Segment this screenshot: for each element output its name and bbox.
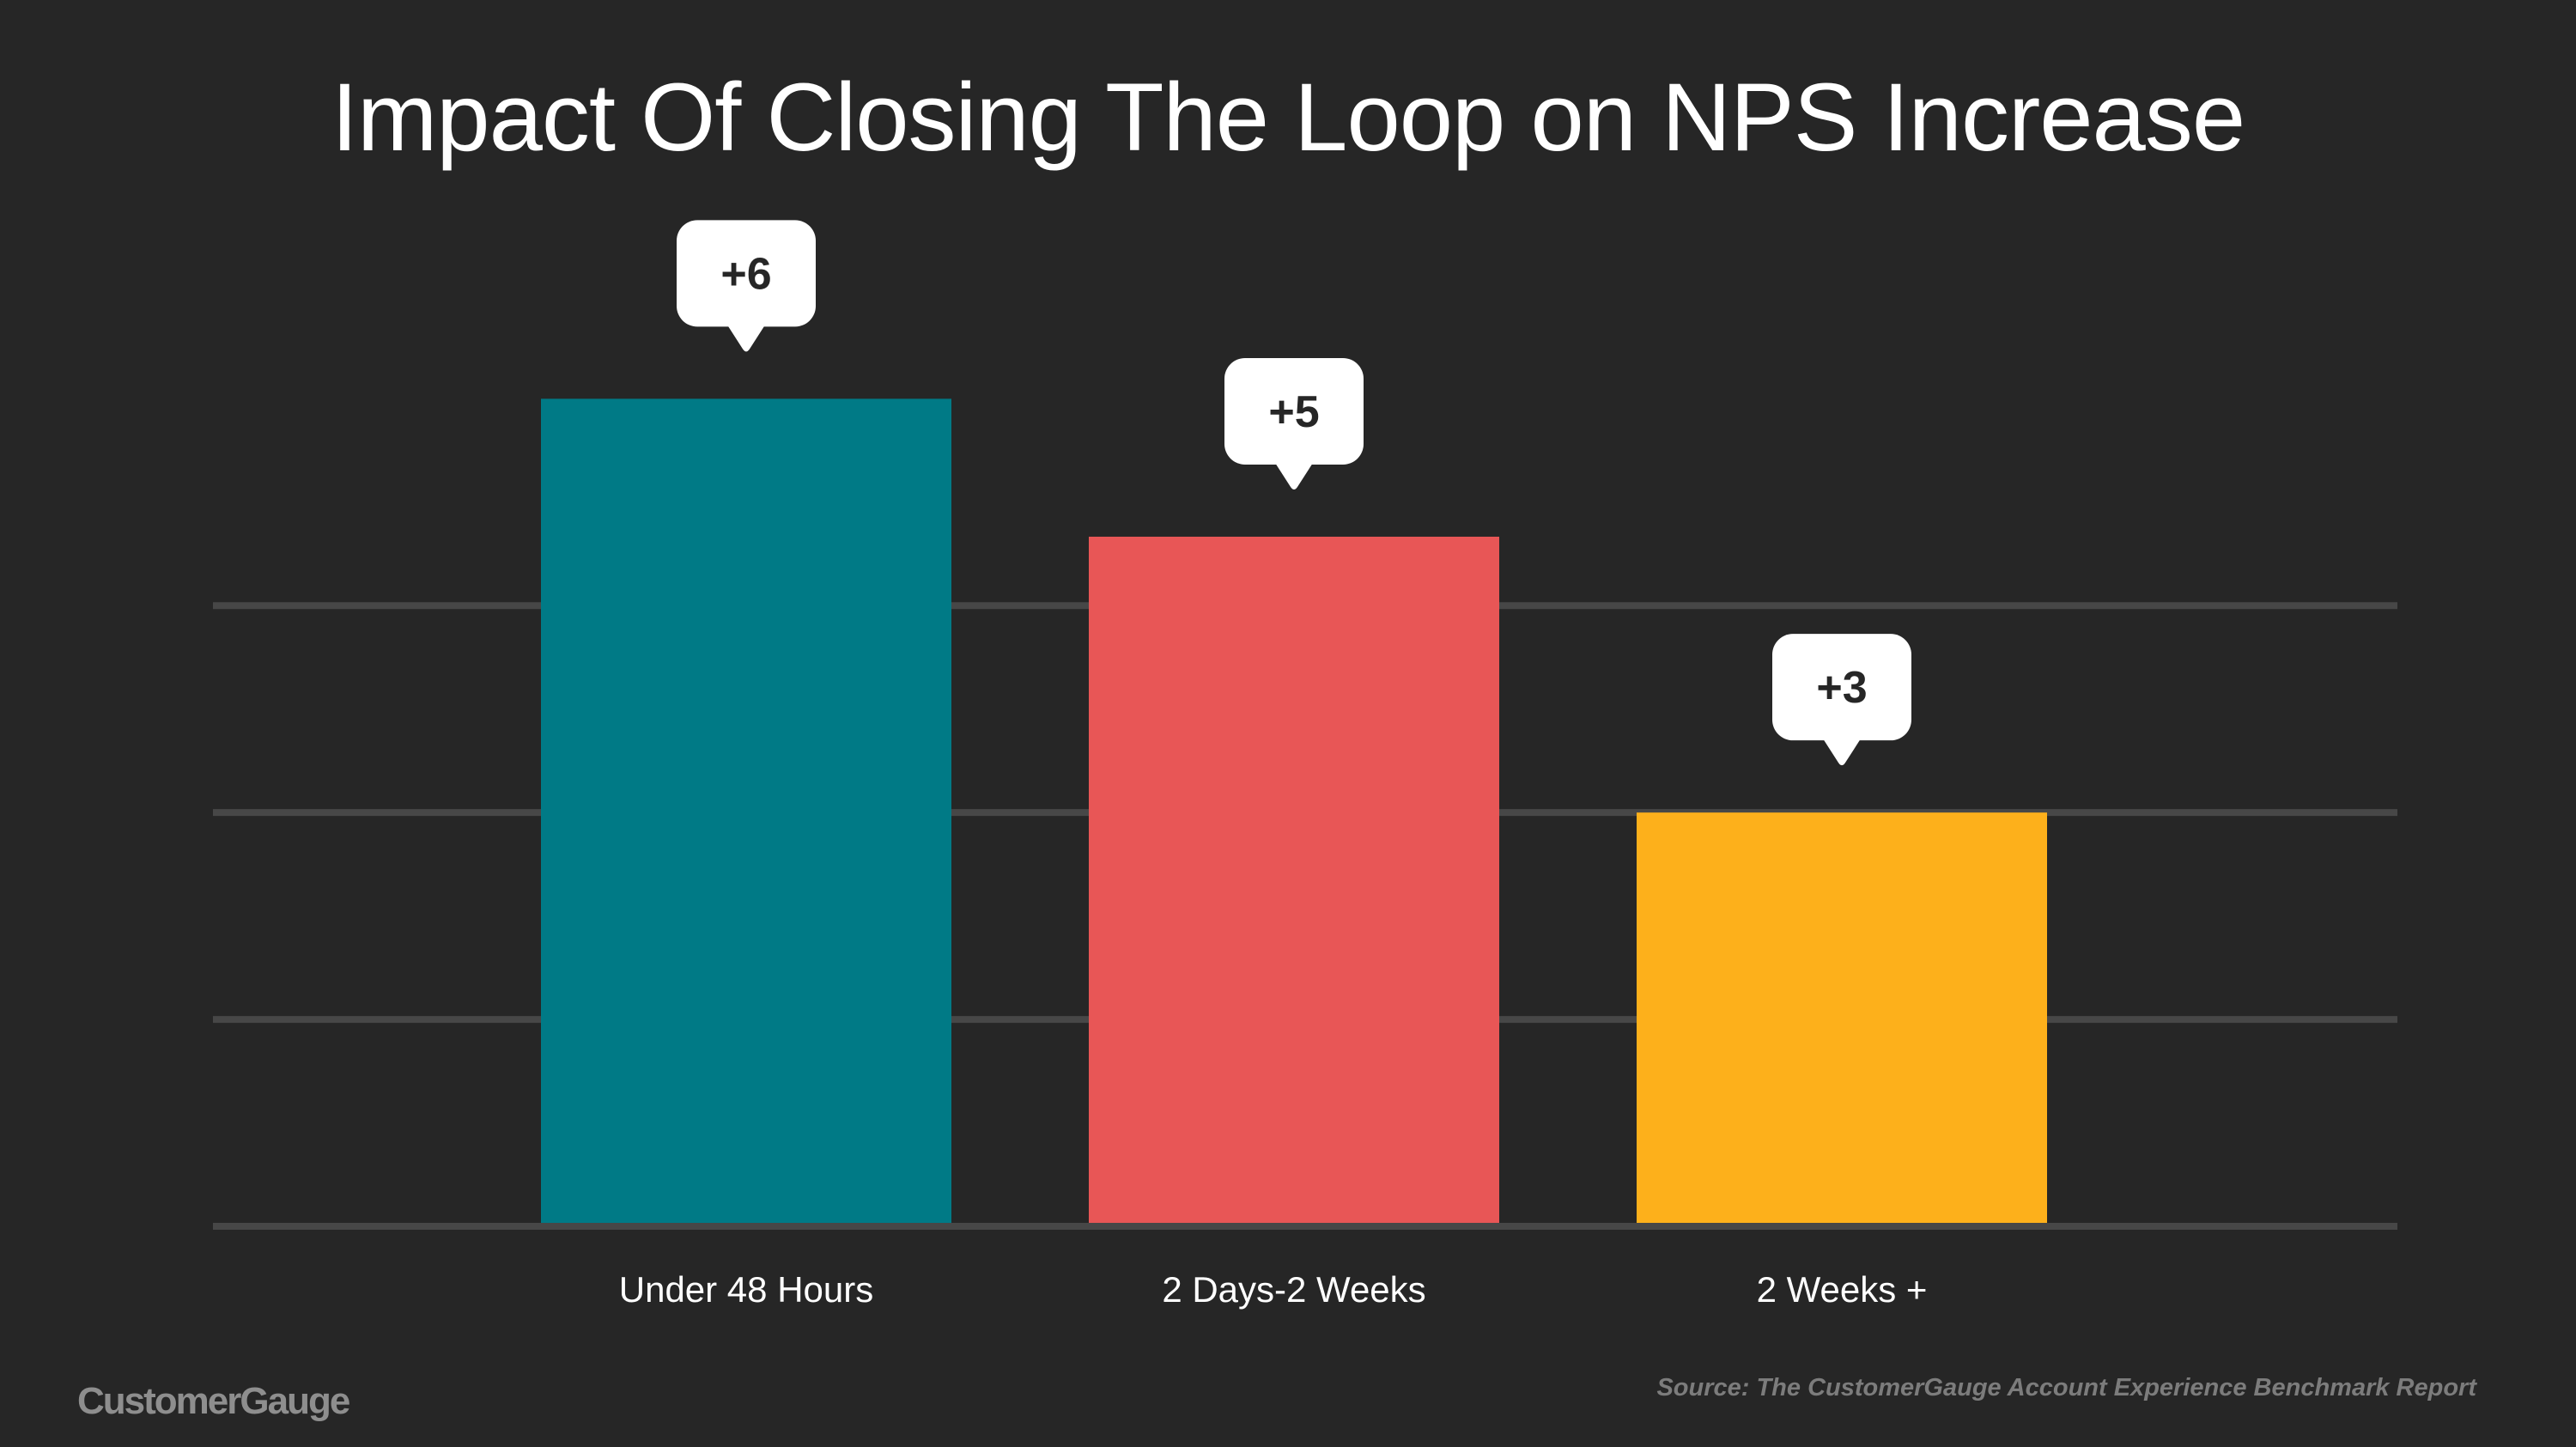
chart-title: Impact Of Closing The Loop on NPS Increa… [331, 64, 2245, 171]
category-label-0: Under 48 Hours [619, 1269, 873, 1310]
callout-bubble [1772, 634, 1911, 741]
bar-1 [1089, 536, 1499, 1226]
callout-bubble [1224, 357, 1364, 465]
data-label-2: +3 [1772, 634, 1911, 766]
brand-logo: CustomerGauge [77, 1380, 350, 1422]
category-label-1: 2 Days-2 Weeks [1162, 1269, 1425, 1310]
category-labels: Under 48 Hours 2 Days-2 Weeks 2 Weeks + [619, 1269, 1928, 1310]
callout-pointer [1823, 739, 1861, 766]
data-labels: +6 +5 +3 [677, 220, 1911, 766]
data-label-0: +6 [677, 220, 816, 352]
category-label-2: 2 Weeks + [1757, 1269, 1928, 1310]
bars [541, 398, 2047, 1226]
bar-0 [541, 398, 951, 1226]
data-label-text: +3 [1816, 663, 1867, 713]
data-label-text: +5 [1268, 387, 1319, 437]
callout-bubble [677, 220, 816, 327]
data-label-text: +6 [720, 249, 771, 299]
callout-pointer [727, 325, 765, 352]
data-label-1: +5 [1224, 357, 1364, 489]
source-note: Source: The CustomerGauge Account Experi… [1656, 1374, 2476, 1401]
callout-pointer [1275, 462, 1313, 489]
bar-2 [1637, 812, 2047, 1226]
